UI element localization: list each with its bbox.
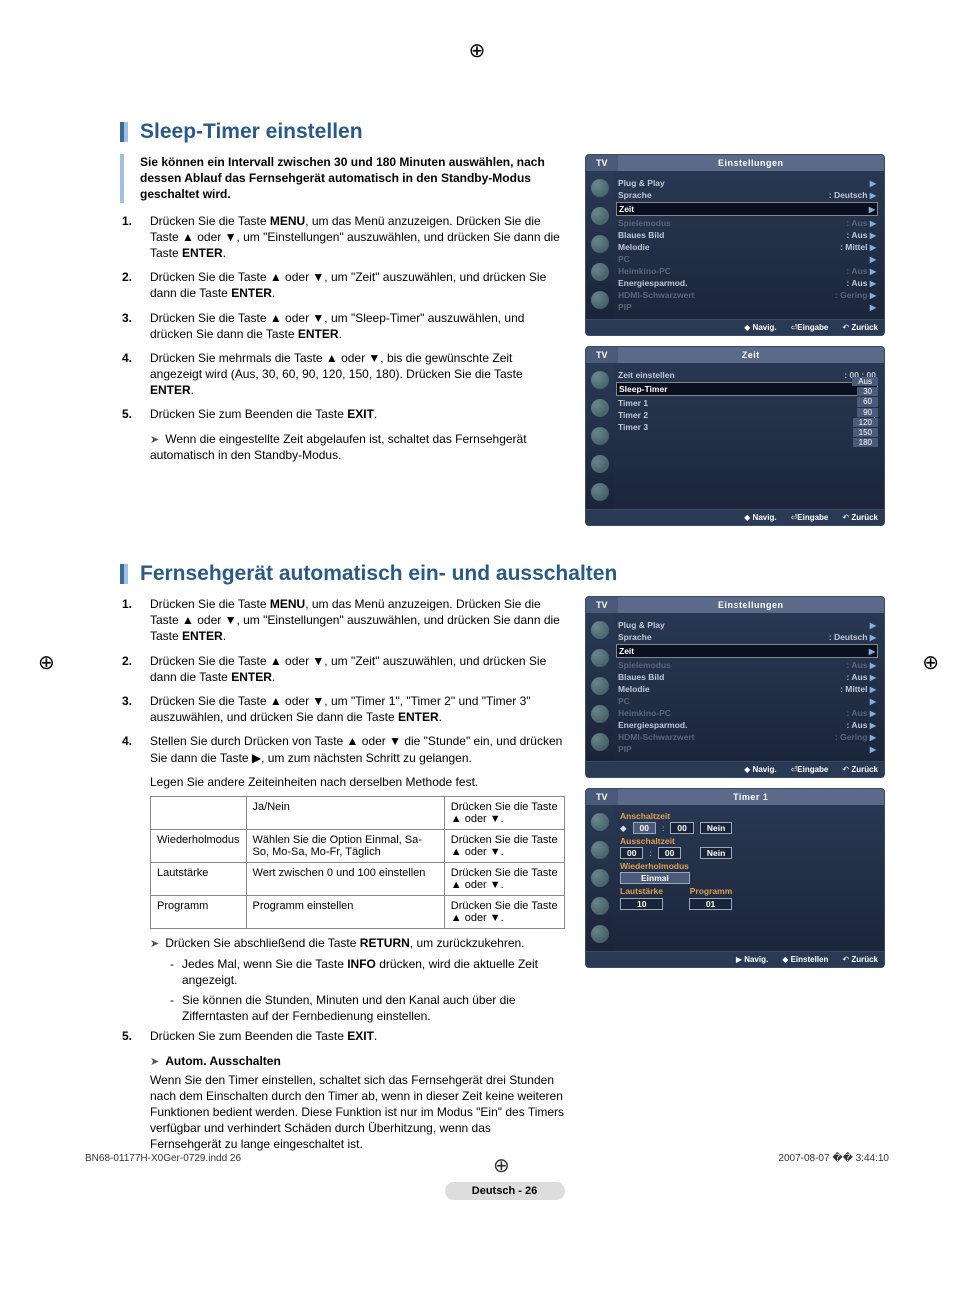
osd-timer1: TVTimer 1 Anschaltzeit ◆00:00Nein Aussch… — [585, 788, 885, 968]
section2-step5: 5.Drücken Sie zum Beenden die Taste EXIT… — [120, 1028, 565, 1044]
timer-table: Ja/NeinDrücken Sie die Taste ▲ oder ▼.Wi… — [150, 796, 565, 929]
auto-off: Autom. Ausschalten — [120, 1053, 565, 1070]
osd-einstellungen-2: TVEinstellungen Plug & Play ▶Sprache: De… — [585, 596, 885, 778]
section1-note: Wenn die eingestellte Zeit abgelaufen is… — [120, 431, 565, 464]
section1-intro: Sie können ein Intervall zwischen 30 und… — [120, 154, 565, 203]
footer: BN68-01177H-X0Ger-0729.indd 26 ⊕ 2007-08… — [85, 1153, 889, 1178]
page-badge: Deutsch - 26 — [445, 1182, 565, 1200]
step4-sub: Legen Sie andere Zeiteinheiten nach ders… — [120, 774, 565, 790]
page: Sleep-Timer einstellen Sie können ein In… — [0, 0, 954, 1240]
section1-steps: 1.Drücken Sie die Taste MENU, um das Men… — [120, 213, 565, 423]
after-table-note: Drücken Sie abschließend die Taste RETUR… — [120, 935, 565, 952]
auto-off-body: Wenn Sie den Timer einstellen, schaltet … — [120, 1072, 565, 1153]
section1-title: Sleep-Timer einstellen — [120, 120, 889, 144]
section2-title: Fernsehgerät automatisch ein- und aussch… — [120, 562, 889, 586]
section2-steps: 1.Drücken Sie die Taste MENU, um das Men… — [120, 596, 565, 766]
osd-einstellungen-1: TVEinstellungen Plug & Play ▶Sprache: De… — [585, 154, 885, 336]
after-table-bullets: Jedes Mal, wenn Sie die Taste INFO drück… — [120, 956, 565, 1025]
osd-zeit: TVZeit Zeit einstellen: 00 : 00Sleep-Tim… — [585, 346, 885, 526]
